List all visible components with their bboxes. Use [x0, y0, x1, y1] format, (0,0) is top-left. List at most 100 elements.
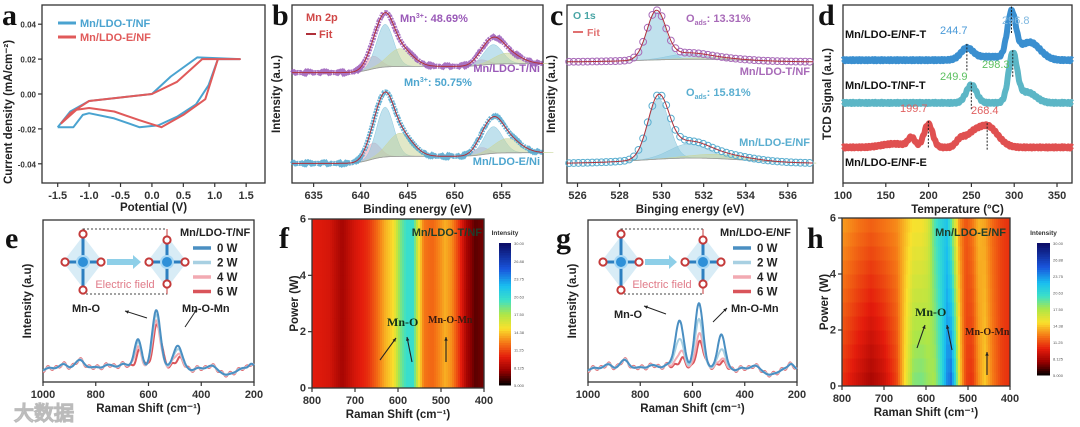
- heatmap-cell: [928, 371, 931, 387]
- heatmap-cell: [984, 357, 987, 373]
- heatmap-cell: [994, 273, 997, 289]
- heatmap-cell: [332, 260, 335, 276]
- colorbar-title: Intensity: [492, 230, 519, 237]
- y-axis-label: Current density (mA/cm⁻²): [3, 40, 15, 184]
- heatmap-cell: [966, 217, 969, 233]
- heatmap-cell: [972, 343, 975, 359]
- heatmap-cell: [476, 331, 479, 347]
- heatmap-cell: [426, 260, 429, 276]
- heatmap-cell: [918, 343, 921, 359]
- heatmap-cell: [884, 329, 887, 345]
- heatmap-cell: [372, 317, 375, 333]
- heatmap-cell: [442, 345, 445, 361]
- data-marker: [745, 153, 754, 162]
- heatmap-cell: [318, 303, 321, 319]
- heatmap-cell: [898, 315, 901, 331]
- heatmap-cell: [890, 315, 893, 331]
- heatmap-cell: [916, 231, 919, 247]
- heatmap-cell: [886, 273, 889, 289]
- colorbar-segment: [1037, 315, 1050, 319]
- x-tick-label: 0.0: [144, 190, 159, 202]
- heatmap-cell: [370, 331, 373, 347]
- heatmap-cell: [850, 259, 853, 275]
- heatmap-cell: [962, 273, 965, 289]
- heatmap-cell: [986, 329, 989, 345]
- heatmap-cell: [956, 371, 959, 387]
- heatmap-cell: [448, 331, 451, 347]
- electric-field-inset: Electric field: [598, 228, 726, 295]
- heatmap-cell: [982, 357, 985, 373]
- heatmap-cell: [434, 359, 437, 375]
- heatmap-cell: [388, 373, 391, 389]
- cv-curve-1: [60, 58, 241, 129]
- heatmap-cell: [924, 329, 927, 345]
- heatmap-cell: [882, 343, 885, 359]
- heatmap-cell: [446, 274, 449, 290]
- heatmap-cell: [968, 329, 971, 345]
- y-axis-label: Power (W): [819, 274, 831, 330]
- heatmap-cell: [430, 274, 433, 290]
- heatmap-cell: [936, 371, 939, 387]
- heatmap-cell: [978, 217, 981, 233]
- heatmap-cell: [454, 345, 457, 361]
- heatmap-cell: [894, 217, 897, 233]
- heatmap-cell: [424, 359, 427, 375]
- y-axis-label: Intensity (a.u.): [271, 55, 283, 133]
- heatmap-cell: [318, 232, 321, 248]
- heatmap-cell: [402, 232, 405, 248]
- heatmap-cell: [454, 218, 457, 234]
- heatmap-cell: [326, 260, 329, 276]
- heatmap-cell: [416, 345, 419, 361]
- heatmap-cell: [396, 303, 399, 319]
- heatmap-cell: [334, 303, 337, 319]
- heatmap-cell: [972, 287, 975, 303]
- heatmap-cell: [476, 274, 479, 290]
- heatmap-cell: [980, 343, 983, 359]
- heatmap-cell: [438, 303, 441, 319]
- heatmap-cell: [842, 357, 845, 373]
- heatmap-cell: [396, 246, 399, 262]
- heatmap-cell: [954, 357, 957, 373]
- heatmap-cell: [912, 217, 915, 233]
- heatmap-cell: [898, 287, 901, 303]
- heatmap-cell: [864, 357, 867, 373]
- heatmap-cell: [992, 343, 995, 359]
- heatmap-cell: [324, 345, 327, 361]
- heatmap-cell: [352, 288, 355, 304]
- heatmap-cell: [942, 301, 945, 317]
- heatmap-cell: [404, 260, 407, 276]
- annotation-main: O: [686, 87, 695, 99]
- heatmap-cell: [888, 231, 891, 247]
- heatmap-cell: [458, 232, 461, 248]
- heatmap-cell: [846, 301, 849, 317]
- heatmap-cell: [922, 259, 925, 275]
- heatmap-cell: [412, 317, 415, 333]
- heatmap-cell: [324, 359, 327, 375]
- heatmap-cell: [948, 357, 951, 373]
- heatmap-cell: [954, 287, 957, 303]
- heatmap-cell: [478, 232, 481, 248]
- heatmap-cell: [920, 301, 923, 317]
- peak-label: 296.8: [1002, 15, 1030, 27]
- colorbar-segment: [1037, 304, 1050, 308]
- heatmap-cell: [910, 301, 913, 317]
- heatmap-cell: [966, 259, 969, 275]
- colorbar-segment: [499, 261, 511, 265]
- heatmap-cell: [968, 259, 971, 275]
- heatmap-cell: [426, 303, 429, 319]
- heatmap-cell: [342, 359, 345, 375]
- heatmap-cell: [942, 217, 945, 233]
- heatmap-cell: [326, 359, 329, 375]
- heatmap-cell: [434, 303, 437, 319]
- heatmap-cell: [422, 373, 425, 389]
- heatmap-cell: [884, 301, 887, 317]
- heatmap-cell: [444, 218, 447, 234]
- heatmap-cell: [864, 301, 867, 317]
- heatmap-cell: [360, 345, 363, 361]
- heatmap-cell: [862, 287, 865, 303]
- heatmap-cell: [438, 260, 441, 276]
- x-tick-label: 400: [192, 389, 210, 401]
- chart-title: Mn/LDO-T/NF: [180, 227, 251, 239]
- heatmap-cell: [460, 373, 463, 389]
- heatmap-cell: [370, 345, 373, 361]
